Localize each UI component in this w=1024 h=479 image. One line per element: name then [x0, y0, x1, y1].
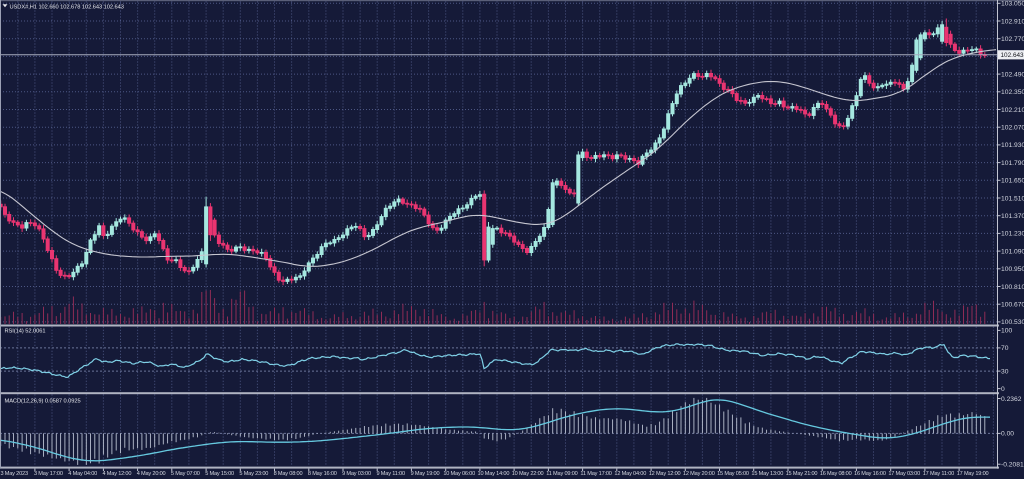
svg-text:102.770: 102.770 — [1001, 36, 1024, 43]
svg-text:12 May 12:00: 12 May 12:00 — [649, 471, 681, 477]
svg-text:103.050: 103.050 — [1001, 1, 1024, 8]
svg-text:10 May 14:00: 10 May 14:00 — [478, 471, 510, 477]
svg-text:17 May 03:00: 17 May 03:00 — [888, 471, 920, 477]
svg-text:9 May 11:00: 9 May 11:00 — [377, 471, 405, 477]
svg-text:15 May 13:00: 15 May 13:00 — [751, 471, 783, 477]
svg-text:RSI(14) 52.0061: RSI(14) 52.0061 — [5, 329, 46, 335]
svg-text:101.930: 101.930 — [1001, 142, 1024, 149]
svg-text:5 May 23:00: 5 May 23:00 — [239, 471, 268, 477]
svg-text:101.650: 101.650 — [1001, 178, 1024, 185]
svg-text:100.670: 100.670 — [1001, 302, 1024, 309]
svg-text:102.210: 102.210 — [1001, 107, 1024, 114]
svg-text:16 May 16:00: 16 May 16:00 — [854, 471, 886, 477]
svg-text:102.490: 102.490 — [1001, 71, 1024, 78]
svg-text:100.530: 100.530 — [1001, 319, 1024, 326]
svg-text:3 May 2023: 3 May 2023 — [0, 471, 27, 477]
svg-text:8 May 16:00: 8 May 16:00 — [308, 471, 337, 477]
svg-text:11 May 09:00: 11 May 09:00 — [546, 471, 577, 477]
svg-text:15 May 21:00: 15 May 21:00 — [786, 471, 818, 477]
svg-text:3 May 17:00: 3 May 17:00 — [34, 471, 63, 477]
svg-text:17 May 11:00: 17 May 11:00 — [923, 471, 954, 477]
svg-text:4 May 12:00: 4 May 12:00 — [102, 471, 131, 477]
svg-text:12 May 20:00: 12 May 20:00 — [683, 471, 715, 477]
svg-text:0.00: 0.00 — [1001, 431, 1014, 438]
svg-text:102.643: 102.643 — [1001, 52, 1024, 59]
svg-text:4 May 20:00: 4 May 20:00 — [137, 471, 166, 477]
svg-text:0: 0 — [1001, 386, 1005, 393]
svg-text:16 May 08:00: 16 May 08:00 — [820, 471, 852, 477]
svg-text:5 May 15:00: 5 May 15:00 — [205, 471, 234, 477]
svg-text:100.810: 100.810 — [1001, 284, 1024, 291]
svg-text:0.2362: 0.2362 — [1001, 396, 1022, 403]
svg-text:102.910: 102.910 — [1001, 18, 1024, 25]
svg-text:-0.2081: -0.2081 — [1001, 462, 1024, 469]
svg-text:MACD(12,26,9) 0.0587 0.0925: MACD(12,26,9) 0.0587 0.0925 — [5, 399, 81, 405]
svg-text:9 May 19:00: 9 May 19:00 — [411, 471, 440, 477]
svg-text:11 May 17:00: 11 May 17:00 — [580, 471, 611, 477]
svg-text:101.510: 101.510 — [1001, 195, 1024, 202]
svg-text:101.370: 101.370 — [1001, 213, 1024, 220]
svg-text:101.090: 101.090 — [1001, 248, 1024, 255]
svg-text:101.230: 101.230 — [1001, 231, 1024, 238]
svg-text:100: 100 — [1001, 328, 1012, 335]
svg-text:4 May 04:00: 4 May 04:00 — [68, 471, 97, 477]
svg-text:101.790: 101.790 — [1001, 160, 1024, 167]
svg-text:102.350: 102.350 — [1001, 89, 1024, 96]
svg-text:9 May 03:00: 9 May 03:00 — [342, 471, 371, 477]
svg-text:10 May 22:00: 10 May 22:00 — [512, 471, 544, 477]
svg-text:17 May 19:00: 17 May 19:00 — [957, 471, 989, 477]
svg-text:15 May 05:00: 15 May 05:00 — [717, 471, 749, 477]
svg-text:USDX#,H1 102.660 102.678 102.6: USDX#,H1 102.660 102.678 102.643 102.643 — [10, 5, 124, 11]
svg-text:100.950: 100.950 — [1001, 266, 1024, 273]
svg-text:12 May 04:00: 12 May 04:00 — [614, 471, 646, 477]
svg-text:30: 30 — [1001, 368, 1009, 375]
svg-text:5 May 07:00: 5 May 07:00 — [171, 471, 200, 477]
svg-text:10 May 06:00: 10 May 06:00 — [443, 471, 475, 477]
svg-text:102.070: 102.070 — [1001, 125, 1024, 132]
svg-text:70: 70 — [1001, 345, 1009, 352]
svg-text:8 May 08:00: 8 May 08:00 — [274, 471, 303, 477]
